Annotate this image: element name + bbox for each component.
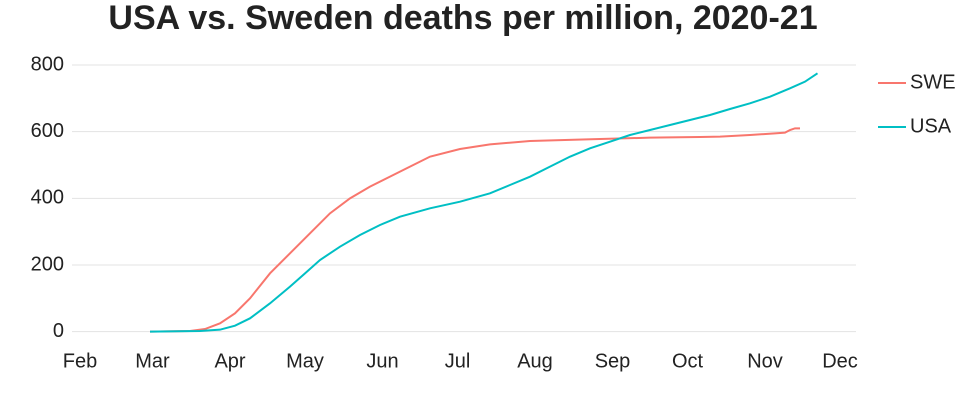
y-tick-label: 800 — [31, 53, 64, 75]
x-tick-label: Jul — [445, 350, 471, 372]
line — [149, 127, 800, 333]
x-tick-label: Jun — [366, 350, 398, 372]
x-tick-label: Dec — [822, 350, 858, 372]
y-tick-label: 400 — [31, 187, 64, 209]
x-tick-label: Mar — [135, 350, 170, 372]
chart-title: USA vs. Sweden deaths per million, 2020-… — [108, 0, 817, 37]
x-tick-label: Apr — [214, 350, 245, 372]
y-tick-label: 200 — [31, 253, 64, 275]
legend-label: SWE — [910, 71, 956, 93]
legend-label: USA — [910, 115, 952, 137]
x-tick-label: Sep — [595, 350, 631, 372]
x-tick-label: May — [286, 350, 324, 372]
line — [149, 72, 819, 333]
x-tick-label: Feb — [63, 350, 97, 372]
y-tick-label: 0 — [53, 320, 64, 342]
x-tick-label: Oct — [672, 350, 704, 372]
x-tick-label: Aug — [517, 350, 553, 372]
x-tick-label: Nov — [747, 350, 783, 372]
y-tick-label: 600 — [31, 120, 64, 142]
